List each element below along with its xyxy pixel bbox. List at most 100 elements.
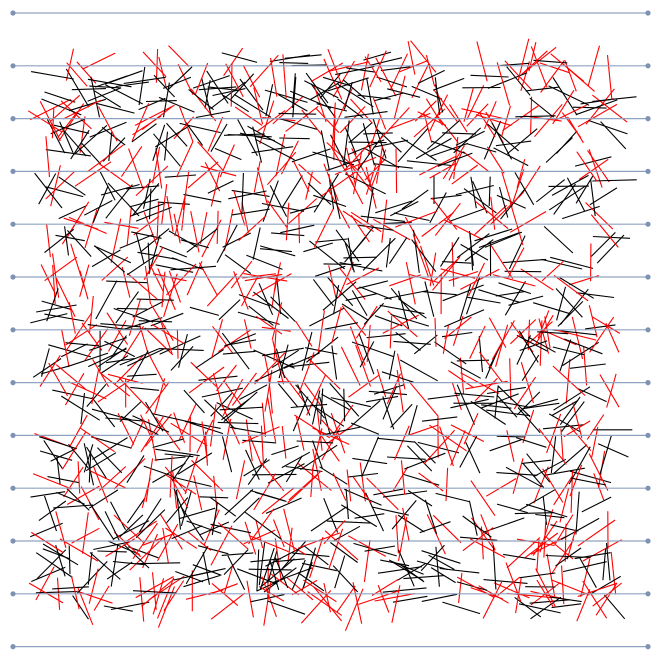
needle [315, 238, 348, 243]
needle-crossing [397, 516, 408, 562]
needle-crossing [342, 210, 374, 233]
needle [508, 295, 544, 306]
line-end-dot-13 [645, 644, 651, 650]
needle [380, 66, 411, 72]
needle [518, 330, 539, 363]
needle-crossing [340, 346, 361, 386]
needle [258, 283, 274, 316]
needle [269, 185, 288, 217]
needle [313, 194, 347, 208]
line-start-dot-6 [10, 274, 16, 280]
needle [372, 118, 387, 159]
needle-crossing [350, 98, 373, 124]
needle [497, 385, 531, 418]
needle-crossing [482, 581, 503, 619]
needle [152, 462, 186, 483]
needle-crossing [79, 270, 89, 300]
needle [56, 455, 61, 485]
needle [559, 339, 572, 372]
needle-crossing [326, 425, 353, 444]
needle-crossing [509, 211, 547, 233]
needle-crossing [275, 133, 286, 177]
needle [138, 498, 162, 533]
needle-crossing [554, 514, 574, 545]
needle-crossing [543, 521, 547, 558]
line-end-dot-3 [645, 116, 651, 122]
needle [120, 415, 159, 436]
needle-crossing [522, 409, 535, 444]
needle [345, 489, 349, 520]
needle [207, 86, 239, 91]
needle [132, 300, 164, 318]
needle [152, 124, 166, 161]
needle [553, 183, 576, 215]
needle [375, 200, 413, 214]
needle [352, 457, 388, 465]
needle [197, 545, 229, 555]
needle-crossing [486, 146, 505, 174]
needle-crossing [243, 319, 252, 349]
needle-crossing [66, 62, 88, 87]
needle-crossing [210, 592, 246, 620]
needle-crossing [91, 369, 100, 405]
needle-crossing [364, 158, 386, 181]
needle [278, 112, 317, 115]
needle [93, 245, 132, 264]
needle-crossing [388, 112, 431, 130]
needle-crossing [577, 519, 616, 547]
needle [271, 445, 299, 456]
needle [556, 286, 567, 321]
needle [543, 225, 574, 254]
needle [553, 386, 591, 411]
needle [216, 224, 238, 263]
needle-crossing [174, 192, 187, 237]
needle [31, 71, 74, 80]
needle [216, 402, 253, 420]
needle [335, 65, 375, 76]
needle [135, 233, 145, 264]
needle-crossing [468, 262, 485, 296]
needle [108, 540, 140, 556]
needle [252, 227, 261, 260]
needle [164, 453, 194, 458]
needle-crossing [129, 538, 163, 571]
needle [30, 313, 68, 324]
needle [421, 593, 458, 602]
needle-crossing [219, 144, 235, 178]
needle-crossing [577, 103, 618, 128]
needle [357, 94, 391, 100]
needle-crossing [128, 148, 144, 189]
needle-crossing [98, 466, 127, 491]
needle-crossing [550, 579, 590, 596]
needle [118, 514, 144, 538]
needle [297, 572, 325, 592]
needle-crossing [337, 261, 354, 299]
line-end-dot-1 [645, 10, 651, 16]
needle-crossing [208, 583, 238, 596]
needle [423, 291, 457, 296]
needle [330, 397, 372, 408]
needle-crossing [222, 418, 232, 461]
needle-crossing [312, 448, 322, 491]
needle-crossing [432, 514, 462, 544]
needle [155, 448, 200, 457]
needle [304, 80, 339, 99]
needle-crossing [328, 528, 344, 570]
needle [552, 77, 578, 116]
needle [506, 128, 538, 155]
needle-crossing [536, 539, 540, 573]
needle [599, 435, 612, 475]
needle [53, 124, 90, 134]
needle-crossing [474, 377, 498, 402]
needle-crossing [392, 466, 409, 492]
needle [44, 313, 85, 322]
needle [99, 171, 116, 201]
needle [551, 603, 582, 609]
needle-crossing [323, 163, 339, 202]
needle [106, 280, 148, 284]
needle-crossing [249, 54, 279, 88]
needle-crossing [76, 590, 113, 604]
needle-crossing [589, 316, 615, 353]
needle [223, 549, 249, 575]
